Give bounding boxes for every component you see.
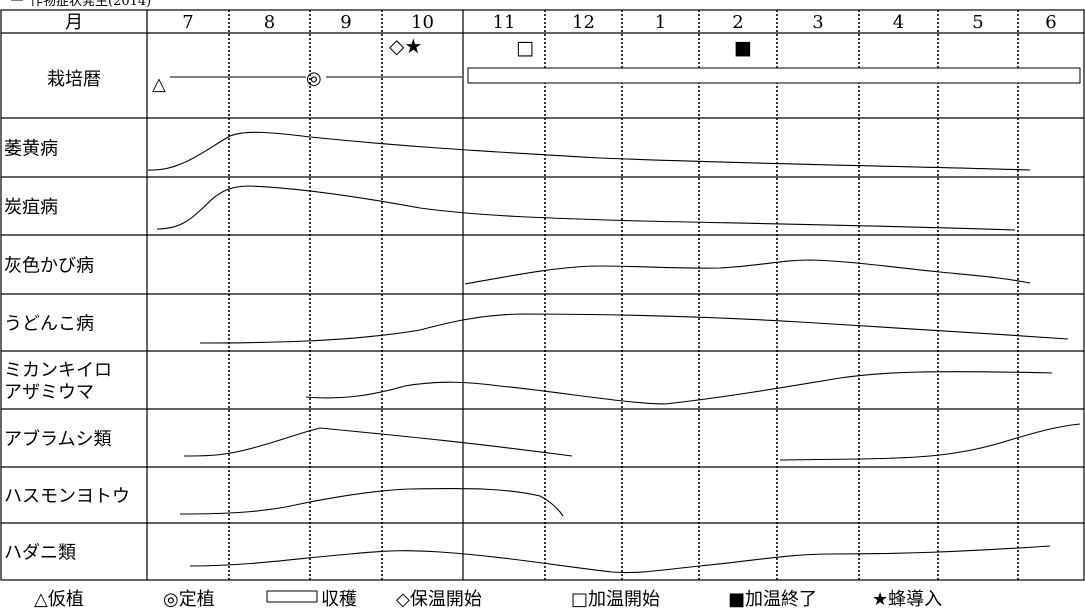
row-label: 炭疽病: [4, 197, 58, 218]
harvest-bar: [467, 67, 1081, 84]
row-label: アザミウマ: [4, 382, 94, 403]
month-label: 9: [340, 12, 351, 33]
chart-title: ﾞ一ﾞ作物症状発生(2014): [4, 0, 151, 9]
month-label: 12: [572, 12, 595, 33]
row-label: アブラムシ類: [4, 428, 111, 450]
month-dividers: [228, 10, 1019, 580]
month-labels: 7 8 9 10 11 12 1 2 3 4 5 6: [182, 12, 1056, 33]
planting-mark: ◎: [306, 68, 322, 89]
month-label: 4: [893, 12, 904, 33]
legend: △仮植 ◎定植 収穫 ◇保温開始 □加温開始 ■加温終了 ★蜂導入: [34, 589, 942, 610]
spider-mite-curve: [189, 545, 1051, 574]
gray-mold-curve: [464, 259, 1031, 285]
legend-heating-start: □加温開始: [571, 589, 660, 610]
heating-start-mark: □: [516, 37, 534, 59]
month-label: 7: [182, 12, 193, 33]
month-label: 5: [972, 12, 983, 33]
row-label: 灰色かび病: [4, 256, 94, 277]
month-label: 3: [812, 12, 823, 33]
fusarium-wilt-curve: [147, 131, 1031, 171]
row-label: ミカンキイロ: [4, 360, 112, 381]
legend-transplant: △仮植: [34, 589, 84, 610]
row-separators: [1, 32, 1084, 524]
legend-heating-end: ■加温終了: [728, 589, 817, 610]
month-header-label: 月: [65, 12, 83, 33]
heating-end-mark: ■: [734, 37, 752, 59]
row-labels: 萎黄病炭疽病灰色かび病うどんこ病ミカンキイロアザミウマアブラムシ類ハスモンヨトウ…: [4, 139, 130, 564]
occurrence-curves: [147, 131, 1081, 574]
transplant-mark: △: [152, 74, 166, 95]
row-label: うどんこ病: [4, 314, 94, 335]
calendar-marks: △ ◎ ◇★ □ ■: [152, 34, 1081, 95]
month-label: 1: [655, 12, 666, 33]
month-label: 6: [1045, 12, 1056, 33]
legend-bee: ★蜂導入: [872, 589, 942, 610]
powdery-mildew-curve: [199, 313, 1069, 344]
row-label: ハスモンヨトウ: [4, 486, 130, 507]
aphid-curve-spring: [779, 423, 1081, 461]
calendar-row-label: 栽培暦: [47, 69, 101, 90]
anthracnose-curve: [156, 185, 1016, 231]
month-label: 2: [732, 12, 743, 33]
row-label: ハダニ類: [4, 543, 76, 564]
armyworm-curve: [179, 487, 564, 517]
row-label: 萎黄病: [4, 139, 58, 160]
legend-insulation-start: ◇保温開始: [396, 589, 482, 610]
month-label: 11: [493, 12, 516, 33]
aphid-curve: [183, 427, 573, 457]
legend-harvest: 収穫: [321, 589, 357, 610]
month-label: 10: [411, 12, 434, 33]
legend-planting: ◎定植: [163, 589, 215, 610]
grid-frame: [0, 9, 1085, 581]
legend-harvest-swatch: [266, 590, 318, 603]
insulation-bee-mark: ◇★: [389, 34, 422, 58]
thrips-curve: [305, 371, 1053, 405]
month-label: 8: [264, 12, 275, 33]
